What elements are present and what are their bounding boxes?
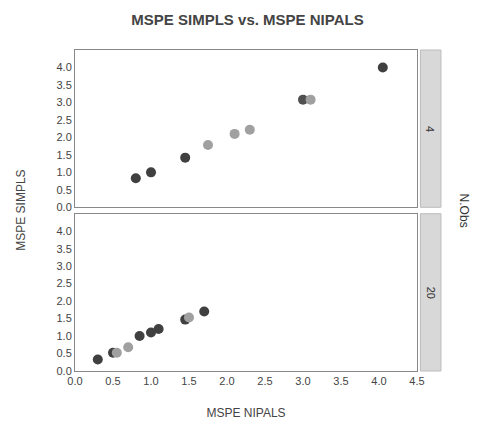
svg-text:4.0: 4.0	[57, 61, 72, 73]
svg-text:1.5: 1.5	[57, 312, 72, 324]
svg-text:0.0: 0.0	[67, 375, 82, 387]
svg-text:3.0: 3.0	[295, 375, 310, 387]
svg-text:4: 4	[424, 126, 436, 132]
svg-text:MSPE NIPALS: MSPE NIPALS	[206, 406, 285, 420]
svg-text:0.5: 0.5	[105, 375, 120, 387]
svg-text:1.5: 1.5	[181, 375, 196, 387]
svg-text:MSPE SIMPLS vs. MSPE NIPALS: MSPE SIMPLS vs. MSPE NIPALS	[131, 11, 363, 28]
svg-text:2.5: 2.5	[57, 114, 72, 126]
svg-text:4.0: 4.0	[371, 375, 386, 387]
svg-text:0.5: 0.5	[57, 184, 72, 196]
svg-text:3.0: 3.0	[57, 96, 72, 108]
svg-text:4.5: 4.5	[409, 375, 424, 387]
svg-text:1.0: 1.0	[57, 330, 72, 342]
svg-text:4.0: 4.0	[57, 225, 72, 237]
svg-text:2.5: 2.5	[257, 375, 272, 387]
svg-text:N.Obs: N.Obs	[457, 194, 471, 228]
svg-text:1.5: 1.5	[57, 149, 72, 161]
svg-text:1.0: 1.0	[143, 375, 158, 387]
svg-text:2.0: 2.0	[219, 375, 234, 387]
svg-text:2.5: 2.5	[57, 277, 72, 289]
svg-text:2.0: 2.0	[57, 295, 72, 307]
svg-text:3.5: 3.5	[57, 79, 72, 91]
svg-text:3.5: 3.5	[333, 375, 348, 387]
svg-text:0.0: 0.0	[57, 365, 72, 377]
svg-text:MSPE SIMPLS: MSPE SIMPLS	[14, 169, 28, 250]
svg-text:3.0: 3.0	[57, 260, 72, 272]
svg-text:0.5: 0.5	[57, 347, 72, 359]
svg-text:20: 20	[425, 287, 437, 299]
svg-text:3.5: 3.5	[57, 243, 72, 255]
svg-text:1.0: 1.0	[57, 166, 72, 178]
svg-text:0.0: 0.0	[57, 201, 72, 213]
svg-text:2.0: 2.0	[57, 131, 72, 143]
